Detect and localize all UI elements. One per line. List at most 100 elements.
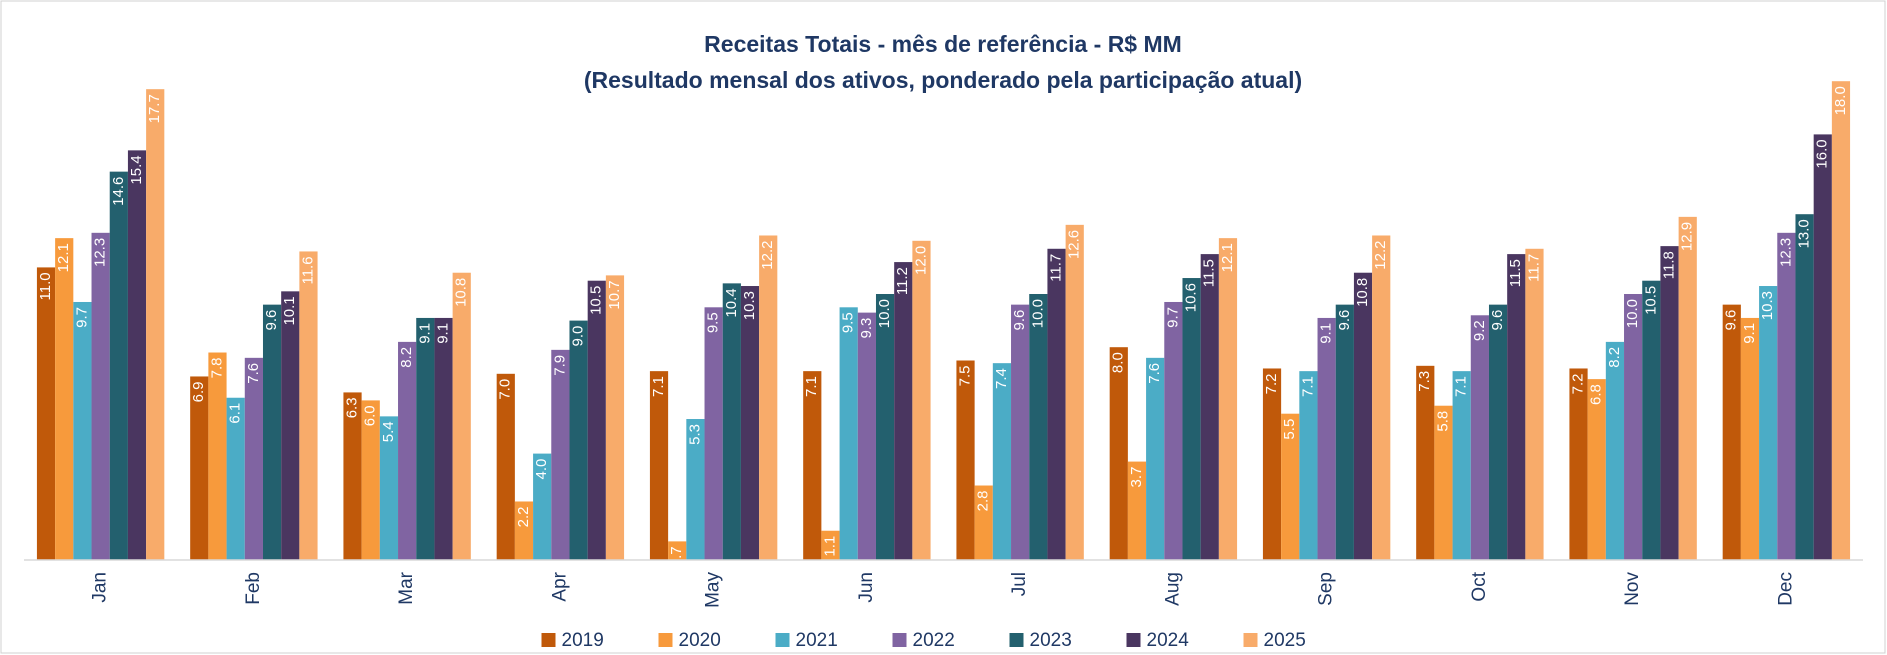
value-label: 11.7 [1525,254,1542,282]
value-label: 6.0 [362,405,379,426]
x-tick-label: Jul [1009,572,1030,596]
value-label: 12.2 [759,240,776,269]
value-label: 10.0 [876,299,893,328]
value-label: 9.6 [263,310,280,331]
value-label: 10.1 [281,296,298,325]
bar [1777,232,1796,560]
value-label: 9.7 [1164,307,1181,328]
value-label: 8.2 [1606,347,1623,368]
bar [1065,224,1084,560]
value-label: 9.1 [434,323,451,344]
bar [1759,286,1778,560]
value-label: 12.0 [912,246,929,275]
value-label: 11.0 [37,272,54,300]
value-label: 11.7 [1047,254,1064,282]
bar [1525,248,1544,560]
bar [551,349,570,560]
value-label: 10.3 [1759,291,1776,320]
value-label: 11.2 [894,267,911,295]
x-tick-label: Aug [1162,572,1183,606]
value-label: 6.3 [343,397,360,418]
bar [1047,248,1066,560]
value-label: 0.7 [668,546,685,567]
value-label: 10.4 [723,288,740,317]
value-label: 12.2 [1372,240,1389,269]
bar [1146,357,1165,560]
bar [1335,304,1354,560]
value-label: 7.8 [208,358,225,379]
bar [281,291,300,560]
bar [452,272,471,560]
value-label: 9.5 [705,312,722,333]
bar [1011,304,1030,560]
bar [1569,368,1588,560]
value-label: 10.0 [1624,299,1641,328]
value-label: 4.0 [533,459,550,480]
value-label: 9.7 [73,307,90,328]
bar [434,317,453,560]
value-label: 9.5 [840,312,857,333]
value-label: 7.1 [650,376,667,397]
value-label: 12.9 [1679,222,1696,251]
value-label: 10.0 [1029,299,1046,328]
x-tick-label: Dec [1775,572,1796,606]
bar [686,419,705,560]
bar [1795,214,1814,560]
x-tick-label: Apr [549,571,570,601]
bar [146,89,165,561]
value-label: 10.5 [588,286,605,315]
bar [1109,347,1128,560]
bar [1262,368,1282,560]
bar [605,275,625,560]
x-tick-label: Nov [1622,572,1643,606]
bar [740,286,760,560]
value-label: 18.0 [1832,86,1849,115]
x-tick-label: Sep [1316,572,1337,606]
bar [1353,272,1373,560]
value-label: 13.0 [1796,219,1813,248]
bar [569,320,588,560]
value-label: 7.5 [956,366,973,387]
value-label: 7.1 [803,376,820,397]
bar [1624,294,1643,560]
x-tick-label: Jun [856,572,877,603]
value-label: 7.2 [1263,373,1280,394]
value-label: 11.5 [1507,259,1524,287]
value-label: 9.3 [858,318,875,339]
bar [91,232,110,560]
bar [1416,365,1435,560]
bar [759,235,778,561]
value-label: 12.1 [1219,243,1236,272]
bar [839,307,858,560]
bar [514,501,534,560]
value-label: 10.6 [1183,283,1200,312]
bar [722,283,741,560]
legend-swatch [658,633,673,647]
value-label: 9.6 [1489,310,1506,331]
value-label: 7.4 [993,368,1010,389]
value-label: 14.6 [110,177,127,206]
value-label: 10.7 [606,280,623,309]
value-label: 3.7 [1128,467,1145,488]
bar [704,307,723,560]
legend-label: 2025 [1264,630,1306,651]
bar [127,150,147,561]
legend-label: 2021 [796,630,838,651]
value-label: 7.6 [245,363,262,384]
bar [1372,235,1391,561]
value-label: 6.1 [227,403,244,424]
bar [226,397,245,560]
bar [496,373,515,560]
value-label: 7.0 [497,379,514,400]
bar [1831,81,1851,560]
bar [1452,371,1471,560]
bar [1200,254,1219,560]
legend-swatch [1126,633,1141,647]
bar [1722,304,1741,560]
bar [668,541,687,560]
value-label: 17.7 [146,94,163,123]
x-tick-label: May [703,572,724,608]
bar [1127,461,1147,560]
value-label: 10.5 [1642,286,1659,315]
